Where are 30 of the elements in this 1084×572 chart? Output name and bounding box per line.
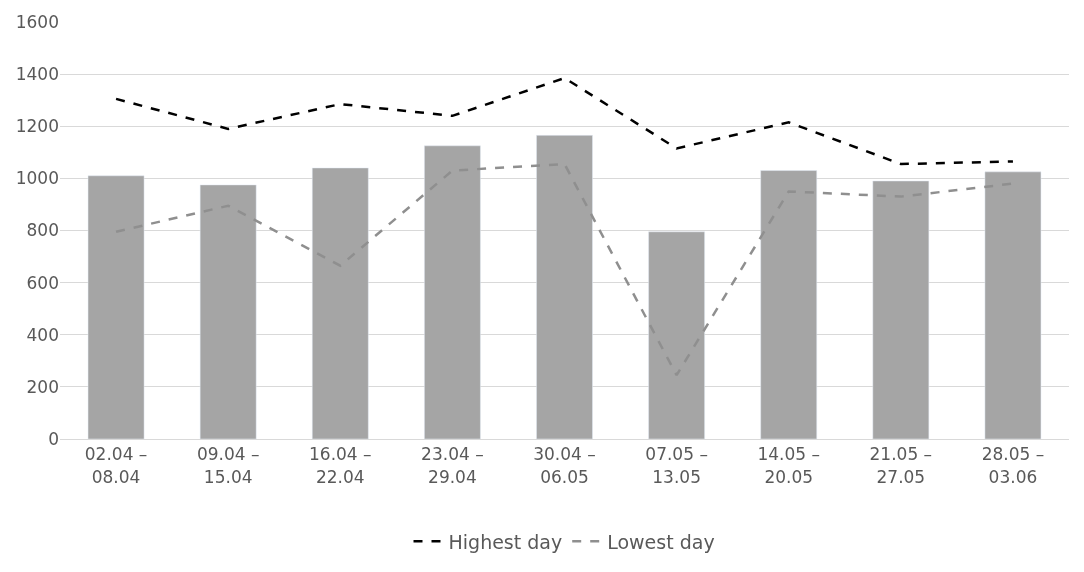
y-tick-label: 1000 (15, 168, 59, 189)
bar (312, 167, 369, 439)
legend-label: Lowest day (607, 530, 715, 553)
y-tick-label: 400 (26, 324, 59, 345)
y-tick-label: 200 (26, 376, 59, 397)
bar (984, 171, 1042, 439)
bar (536, 135, 593, 439)
y-tick-label: 1600 (15, 11, 59, 32)
x-tick-label: 02.04 – 08.04 (84, 444, 148, 487)
x-tick-label: 07.05 – 13.05 (645, 444, 708, 487)
y-tick-label: 1200 (15, 116, 59, 137)
bar (87, 175, 145, 439)
bar (760, 170, 817, 439)
x-tick-label: 28.05 – 03.06 (981, 444, 1045, 487)
x-tick-label: 09.04 – 15.04 (196, 444, 260, 487)
x-tick-label: 16.04 – 22.04 (308, 444, 372, 487)
y-tick-label: 0 (48, 428, 59, 449)
bar (872, 180, 930, 439)
bar (648, 231, 705, 439)
x-tick-label: 21.05 – 27.05 (869, 444, 933, 487)
x-tick-label: 14.05 – 20.05 (757, 444, 821, 487)
line-series (114, 76, 1015, 166)
legend-label: Highest day (448, 530, 563, 553)
y-tick-label: 600 (26, 272, 59, 293)
bar (424, 145, 481, 439)
x-tick-label: 23.04 – 29.04 (421, 444, 484, 487)
y-tick-label: 1400 (15, 64, 59, 85)
x-tick-label: 30.04 – 06.05 (533, 444, 596, 487)
y-tick-label: 800 (26, 220, 59, 241)
bar (199, 184, 257, 439)
